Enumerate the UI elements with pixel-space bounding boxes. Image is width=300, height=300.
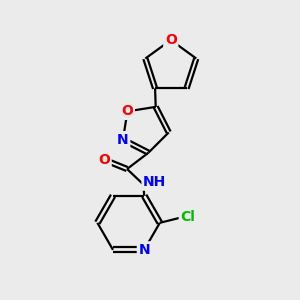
Text: N: N: [117, 133, 129, 147]
Text: O: O: [122, 104, 134, 118]
Text: O: O: [165, 33, 177, 47]
Text: N: N: [138, 243, 150, 257]
Text: O: O: [98, 153, 110, 167]
Text: Cl: Cl: [180, 211, 195, 224]
Text: NH: NH: [143, 175, 166, 189]
